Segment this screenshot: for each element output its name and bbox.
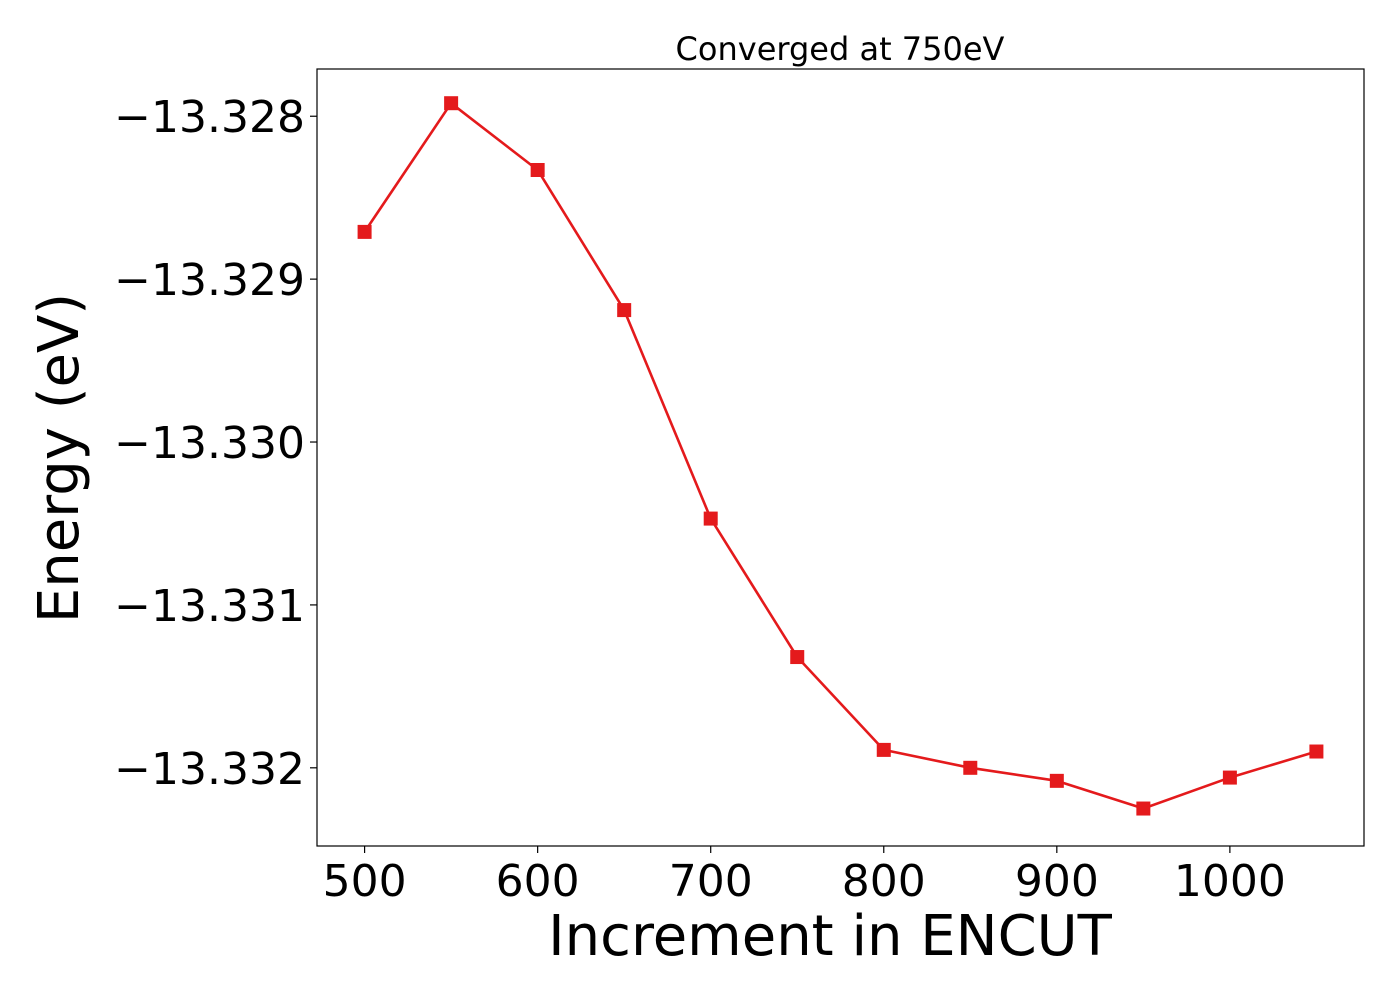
data-point-marker <box>1222 770 1237 785</box>
y-tick-label: −13.329 <box>114 255 305 306</box>
y-tick-label: −13.331 <box>114 581 305 632</box>
data-point-marker <box>617 303 632 318</box>
data-point-marker <box>444 96 459 111</box>
data-point-marker <box>963 760 978 775</box>
data-point-marker <box>1136 801 1151 816</box>
data-point-marker <box>1309 744 1324 759</box>
data-point-marker <box>703 511 718 526</box>
data-point-marker <box>357 224 372 239</box>
x-tick-label: 500 <box>323 856 407 907</box>
x-axis-label: Increment in ENCUT <box>548 904 1113 969</box>
data-point-marker <box>790 650 805 665</box>
y-tick-label: −13.328 <box>114 92 305 143</box>
plot-frame <box>316 68 1365 847</box>
data-point-marker <box>1049 773 1064 788</box>
x-tick-label: 600 <box>496 856 580 907</box>
data-point-marker <box>876 742 891 757</box>
series-line <box>363 101 1317 810</box>
x-tick-label: 1000 <box>1174 856 1286 907</box>
plot-area: 500 600 700 800 900 1000 −13.328 −13.329 −13.330… <box>114 68 1365 907</box>
y-axis-label: Energy (eV) <box>27 293 92 623</box>
x-tick-label: 700 <box>669 856 753 907</box>
data-point-marker <box>530 162 545 177</box>
y-tick-label: −13.332 <box>114 744 305 795</box>
x-tick-label: 800 <box>842 856 926 907</box>
chart-title: Converged at 750eV <box>676 30 1005 68</box>
x-tick-label: 900 <box>1015 856 1099 907</box>
y-tick-label: −13.330 <box>114 418 305 469</box>
